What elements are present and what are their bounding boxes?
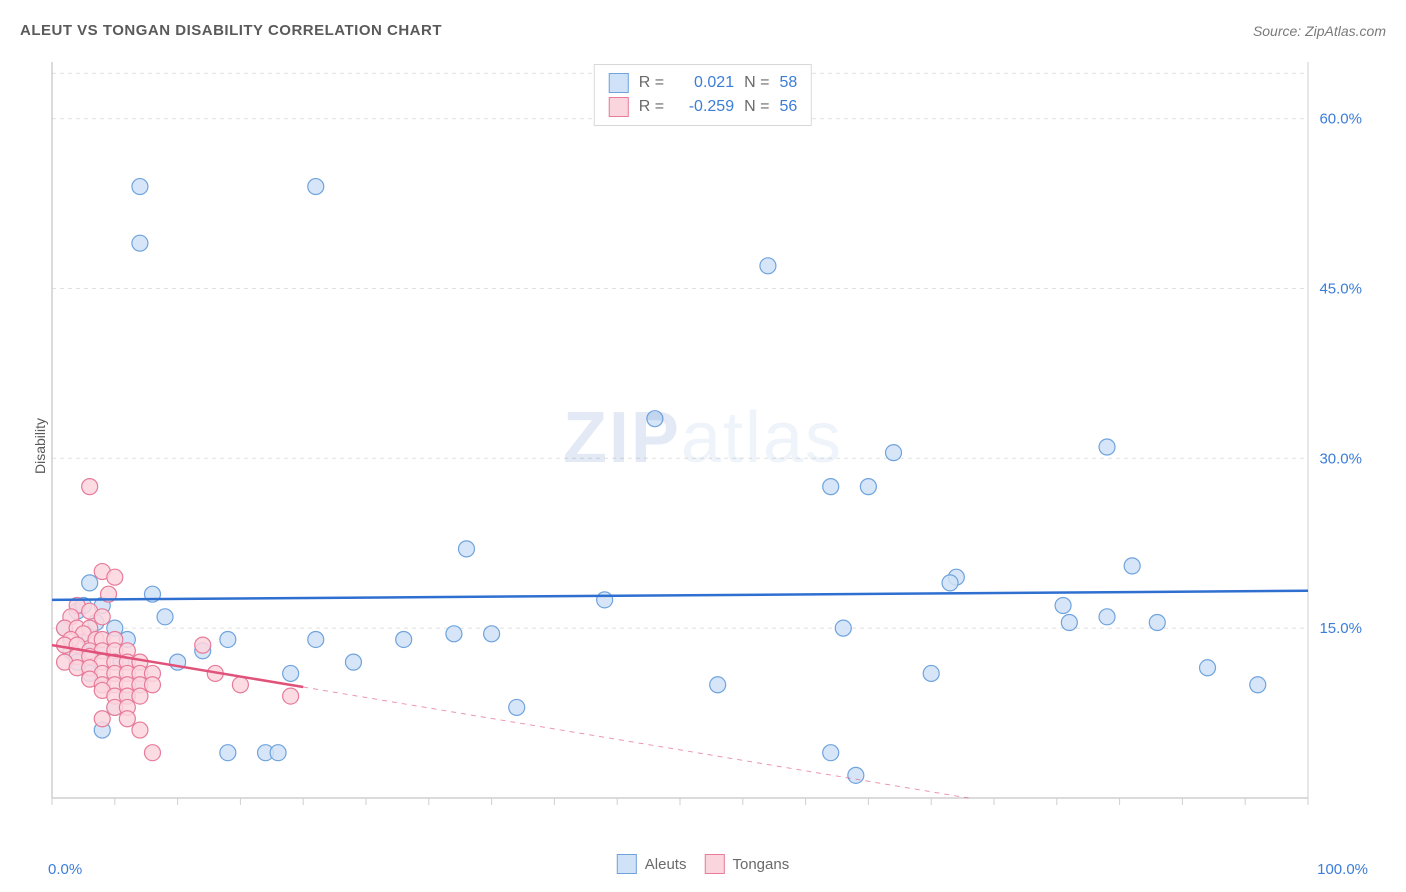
legend-row-tongans: R = -0.259 N = 56: [609, 95, 797, 119]
r-value-tongans: -0.259: [674, 98, 734, 116]
legend-label-tongans: Tongans: [732, 856, 789, 873]
x-axis-max-label: 100.0%: [1317, 861, 1368, 878]
n-value-aleuts: 58: [779, 74, 797, 92]
correlation-legend: R = 0.021 N = 58 R = -0.259 N = 56: [594, 64, 812, 126]
chart-plot-area: 15.0% 30.0% 45.0% 60.0%: [48, 58, 1368, 828]
svg-text:30.0%: 30.0%: [1319, 450, 1362, 467]
legend-item-aleuts: Aleuts: [617, 854, 687, 874]
x-axis-min-label: 0.0%: [48, 861, 82, 878]
legend-swatch-tongans-bottom: [704, 854, 724, 874]
svg-text:45.0%: 45.0%: [1319, 280, 1362, 297]
scatter-plot-svg: 15.0% 30.0% 45.0% 60.0%: [48, 58, 1368, 828]
y-axis-label: Disability: [32, 418, 48, 474]
legend-item-tongans: Tongans: [704, 854, 789, 874]
n-label: N =: [744, 74, 769, 92]
r-label-2: R =: [639, 98, 664, 116]
legend-row-aleuts: R = 0.021 N = 58: [609, 71, 797, 95]
svg-text:15.0%: 15.0%: [1319, 620, 1362, 637]
svg-text:60.0%: 60.0%: [1319, 111, 1362, 128]
chart-header: ALEUT VS TONGAN DISABILITY CORRELATION C…: [20, 22, 1386, 39]
r-label: R =: [639, 74, 664, 92]
n-value-tongans: 56: [779, 98, 797, 116]
chart-title: ALEUT VS TONGAN DISABILITY CORRELATION C…: [20, 22, 442, 39]
legend-swatch-aleuts: [609, 73, 629, 93]
legend-label-aleuts: Aleuts: [645, 856, 687, 873]
chart-source: Source: ZipAtlas.com: [1253, 23, 1386, 39]
r-value-aleuts: 0.021: [674, 74, 734, 92]
legend-swatch-aleuts-bottom: [617, 854, 637, 874]
legend-swatch-tongans: [609, 97, 629, 117]
series-legend: Aleuts Tongans: [617, 854, 789, 874]
n-label-2: N =: [744, 98, 769, 116]
